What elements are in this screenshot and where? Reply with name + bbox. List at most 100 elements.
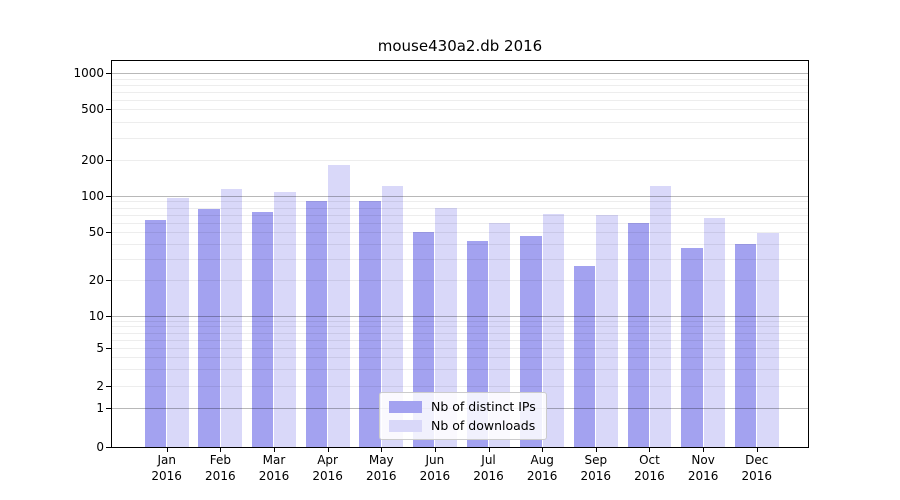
minor-gridline [112,243,808,245]
x-tick-label-oct: Oct 2016 [621,452,677,484]
x-tick-month: Mar [262,453,286,467]
x-tick-year: 2016 [205,469,236,483]
x-tick-label-apr: Apr 2016 [300,452,356,484]
legend-item-distinct-ips: Nb of distinct IPs [389,399,536,414]
minor-gridline [112,339,808,341]
y-tick-mark [106,447,111,448]
bar-downloads-jun [435,208,457,447]
minor-gridline [112,99,808,101]
y-tick-mark [106,280,111,281]
x-tick-mark [166,447,168,452]
x-tick-label-jul: Jul 2016 [461,452,517,484]
minor-gridline [112,258,808,260]
minor-gridline [112,201,808,203]
minor-gridline [112,137,808,139]
minor-gridline [112,91,808,93]
x-tick-year: 2016 [258,469,290,483]
x-tick-label-dec: Dec 2016 [729,452,785,484]
bar-distinct-ips-sep [573,266,596,447]
x-tick-mark [595,447,597,452]
legend: Nb of distinct IPs Nb of downloads [379,392,547,440]
y-tick-mark [106,160,111,161]
x-tick-label-jun: Jun 2016 [407,452,463,484]
minor-gridline [112,326,808,328]
minor-gridline [112,332,808,334]
y-tick-mark [106,232,111,233]
bar-downloads-nov [703,217,725,447]
x-tick-month: Jan [157,453,176,467]
legend-swatch-distinct-ips [389,400,422,413]
x-tick-mark [220,447,222,452]
minor-gridline [112,280,808,281]
x-tick-label-sep: Sep 2016 [568,452,624,484]
y-tick-label: 5 [96,341,104,356]
legend-swatch-downloads [389,419,422,432]
y-tick-mark [106,196,111,197]
x-tick-mark [756,447,758,452]
bar-distinct-ips-nov [681,247,703,447]
y-tick-label: 1 [96,401,104,415]
legend-label-distinct-ips: Nb of distinct IPs [431,399,536,414]
x-tick-label-jan: Jan 2016 [139,452,195,484]
bar-distinct-ips-mar [252,212,274,447]
x-tick-month: Feb [209,453,231,467]
bar-distinct-ips-may [359,200,381,447]
major-gridline [112,73,808,75]
minor-gridline [112,320,808,322]
y-tick-label: 2 [96,379,104,393]
x-tick-mark [703,447,705,452]
y-tick-label: 50 [88,225,104,239]
x-tick-mark [488,447,490,452]
y-tick-label: 200 [81,153,104,167]
x-tick-month: Nov [691,453,715,467]
minor-gridline [112,214,808,216]
minor-gridline [112,369,808,371]
x-tick-mark [327,447,329,452]
bar-downloads-feb [220,188,243,447]
y-tick-label: 1000 [73,66,104,81]
bar-distinct-ips-apr [305,201,328,447]
gridlines-layer [112,61,808,447]
bar-distinct-ips-oct [627,223,649,447]
bar-downloads-jul [489,222,511,447]
minor-gridline [112,222,808,224]
bar-downloads-mar [274,192,296,447]
y-tick-label: 10 [88,309,104,323]
minor-gridline [112,109,808,111]
x-tick-year: 2016 [473,469,504,483]
x-tick-label-aug: Aug 2016 [514,452,570,484]
minor-gridline [112,207,808,209]
bar-downloads-jan [167,197,189,447]
major-gridline [112,316,808,317]
y-tick-label: 100 [81,189,104,203]
x-tick-year: 2016 [634,469,665,483]
y-tick-mark [106,408,111,409]
legend-label-downloads: Nb of downloads [431,418,536,433]
x-tick-year: 2016 [580,469,612,483]
x-tick-mark [649,447,651,452]
x-tick-mark [381,447,383,452]
x-tick-year: 2016 [687,469,719,483]
bar-downloads-oct [649,185,672,447]
bar-distinct-ips-dec [734,243,757,447]
x-tick-month: Jul [481,453,496,467]
y-tick-label: 0 [96,440,104,454]
bar-downloads-sep [596,215,618,447]
bar-distinct-ips-feb [198,208,220,447]
bar-downloads-aug [542,213,565,447]
x-tick-month: Dec [745,453,769,467]
major-gridline [112,196,808,197]
x-tick-month: Aug [530,453,554,467]
y-tick-mark [106,109,111,111]
y-tick-label: 20 [88,273,104,287]
x-tick-label-nov: Nov 2016 [675,452,731,484]
x-tick-mark [273,447,275,452]
x-tick-month: Apr [317,453,338,467]
x-tick-year: 2016 [365,469,397,483]
minor-gridline [112,84,808,86]
x-tick-year: 2016 [741,469,772,483]
x-tick-year: 2016 [419,469,451,483]
x-tick-year: 2016 [526,469,558,483]
legend-item-downloads: Nb of downloads [389,418,536,433]
